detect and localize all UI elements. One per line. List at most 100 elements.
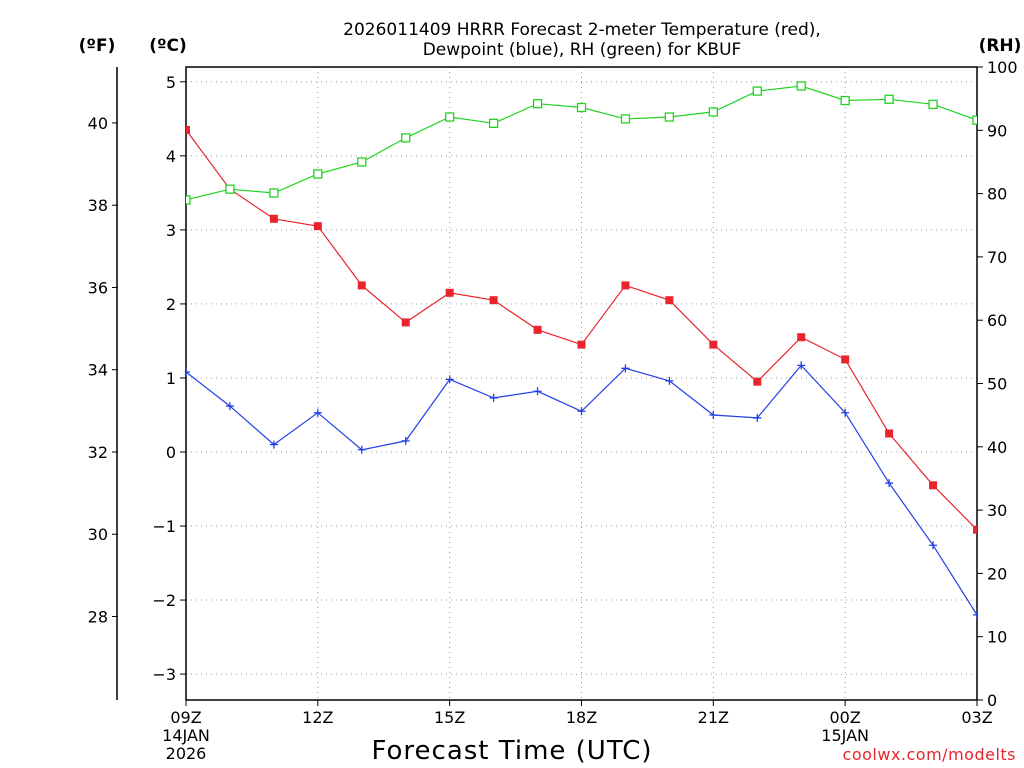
fahrenheit-tick-label: 28: [88, 608, 108, 627]
rh-tick-label: 0: [987, 691, 997, 710]
rh-point: [752, 86, 762, 96]
temperature-series: [186, 125, 977, 534]
rh-point: [708, 107, 718, 117]
temperature-point: [577, 340, 586, 349]
rh-point: [357, 157, 367, 167]
dewpoint-point: [533, 387, 542, 396]
temperature-point: [885, 429, 894, 438]
temperature-point: [489, 296, 498, 305]
celsius-tick-label: 2: [166, 295, 176, 314]
dewpoint-point: [401, 436, 410, 445]
dewpoint-point: [885, 479, 894, 488]
temperature-point: [753, 377, 762, 386]
plot-frame: [185, 66, 978, 701]
dewpoint-point: [269, 440, 278, 449]
dewpoint-point: [577, 407, 586, 416]
temperature-point: [533, 325, 542, 334]
rh-tick-label: 50: [987, 375, 1007, 394]
dewpoint-point: [445, 375, 454, 384]
rh-tick-label: 60: [987, 311, 1007, 330]
rh-point: [928, 99, 938, 109]
rh-point: [186, 195, 191, 205]
rh-point: [313, 169, 323, 179]
celsius-tick-label: 3: [166, 221, 176, 240]
x-tick-label: 15Z: [434, 708, 465, 727]
celsius-tick-label: 4: [166, 147, 176, 166]
celsius-tick-label: −3: [152, 665, 176, 684]
fahrenheit-tick-label: 34: [88, 361, 108, 380]
rh-point: [576, 102, 587, 113]
dewpoint-point: [665, 376, 674, 385]
dewpoint-point: [357, 445, 366, 454]
rh-tick-label: 70: [987, 248, 1007, 267]
rh-point: [401, 133, 411, 143]
x-tick-label: 03Z: [961, 708, 992, 727]
fahrenheit-axis-unit: (ºF): [79, 36, 116, 56]
x-tick-date-label: 15JAN: [821, 726, 869, 745]
fahrenheit-tick-label: 30: [88, 525, 108, 544]
celsius-axis-unit: (ºC): [149, 36, 187, 56]
temperature-point: [797, 333, 806, 342]
celsius-tick-label: 1: [166, 369, 176, 388]
temperature-point: [186, 125, 190, 134]
temperature-point: [313, 222, 322, 231]
rh-tick-label: 30: [987, 501, 1007, 520]
fahrenheit-tick-label: 36: [88, 278, 108, 297]
axes: −3−2−10123452830323436384001020304050607…: [88, 58, 1018, 763]
rh-point: [532, 99, 543, 109]
rh-tick-label: 90: [987, 121, 1007, 140]
dewpoint-point: [753, 413, 762, 422]
temperature-point: [973, 525, 977, 534]
dewpoint-series: [186, 361, 977, 619]
temperature-point: [929, 481, 938, 490]
rh-point: [840, 95, 850, 106]
x-tick-label: 00Z: [830, 708, 861, 727]
rh-series: [186, 81, 977, 205]
x-axis-label: Forecast Time (UTC): [371, 736, 652, 766]
x-tick-label: 18Z: [566, 708, 597, 727]
source-credit: coolwx.com/modelts: [843, 745, 1016, 764]
temperature-point: [709, 340, 718, 349]
rh-point: [884, 94, 894, 104]
temperature-point: [665, 296, 674, 305]
temperature-line: [186, 129, 977, 531]
rh-tick-label: 80: [987, 185, 1007, 204]
rh-tick-label: 100: [987, 58, 1018, 77]
fahrenheit-tick-label: 38: [88, 196, 108, 215]
x-tick-label: 12Z: [302, 708, 333, 727]
rh-point: [620, 114, 631, 124]
temperature-point: [401, 318, 410, 327]
celsius-tick-label: −1: [152, 517, 176, 536]
rh-tick-label: 10: [987, 628, 1007, 647]
dewpoint-point: [489, 393, 498, 402]
data-series: [186, 81, 977, 619]
temperature-point: [445, 288, 454, 297]
temperature-point: [269, 214, 278, 223]
x-tick-year-label: 2026: [166, 744, 207, 763]
fahrenheit-tick-label: 40: [88, 114, 108, 133]
rh-point: [445, 112, 455, 122]
rh-tick-label: 40: [987, 438, 1007, 457]
rh-axis-unit: (RH): [979, 36, 1022, 56]
fahrenheit-tick-label: 32: [88, 443, 108, 462]
dewpoint-point: [841, 408, 850, 417]
rh-point: [269, 188, 279, 198]
celsius-tick-label: −2: [152, 591, 176, 610]
rh-point: [972, 115, 977, 125]
dewpoint-point: [186, 368, 190, 377]
dewpoint-point: [709, 410, 718, 419]
dewpoint-point: [621, 364, 630, 373]
rh-point: [796, 81, 806, 91]
temperature-point: [841, 355, 850, 364]
dewpoint-point: [313, 408, 322, 417]
chart-title-line-2: Dewpoint (blue), RH (green) for KBUF: [423, 40, 742, 60]
chart-title-line-1: 2026011409 HRRR Forecast 2-meter Tempera…: [343, 20, 821, 40]
celsius-tick-label: 0: [166, 443, 176, 462]
rh-point: [225, 184, 235, 194]
temperature-point: [357, 281, 366, 290]
x-tick-label: 21Z: [698, 708, 729, 727]
x-tick-date-label: 14JAN: [162, 726, 210, 745]
grid-lines: [185, 67, 978, 700]
temperature-point: [621, 281, 630, 290]
dewpoint-point: [973, 610, 977, 619]
